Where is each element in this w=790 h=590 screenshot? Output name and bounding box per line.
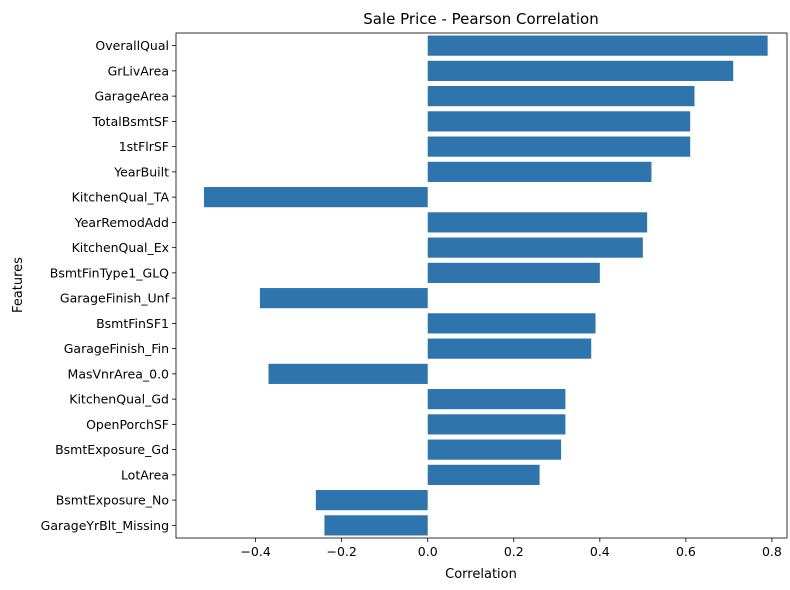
x-tick-label: 0.6 (676, 544, 696, 559)
bar-1stflrsf (427, 136, 691, 157)
bar-yearbuilt (427, 161, 652, 182)
bar-grlivarea (427, 60, 734, 81)
bar-openporchsf (427, 414, 566, 435)
bar-bsmtexposure-gd (427, 439, 562, 460)
y-tick-label: LotArea (121, 467, 169, 482)
y-axis: OverallQual GrLivArea GarageArea TotalBsmtS… (41, 38, 176, 533)
y-tick-label: GarageArea (94, 89, 169, 104)
y-tick-label: BsmtExposure_No (56, 493, 169, 508)
y-tick-label: OverallQual (95, 38, 169, 53)
y-tick-label: BsmtFinType1_GLQ (50, 265, 169, 280)
bar-garagearea (427, 86, 695, 107)
bar-garagefinish-unf (259, 288, 428, 309)
bar-totalbsmtsf (427, 111, 691, 132)
bar-kitchenqual-gd (427, 389, 566, 410)
y-tick-label: GarageYrBlt_Missing (41, 518, 169, 533)
y-tick-label: YearRemodAdd (74, 215, 169, 230)
plot-frame (175, 32, 788, 539)
x-tick-label: −0.2 (326, 544, 356, 559)
y-tick-label: KitchenQual_TA (72, 190, 170, 205)
bar-masvnrarea-0-0 (268, 363, 428, 384)
bar-garagefinish-fin (427, 338, 592, 359)
x-tick-label: 0.8 (762, 544, 782, 559)
x-tick-label: −0.4 (240, 544, 270, 559)
x-tick-label: 0.0 (418, 544, 438, 559)
y-tick-label: MasVnrArea_0.0 (68, 366, 170, 381)
bar-bsmtexposure-no (315, 490, 428, 511)
bar-bsmtfintype1-glq (427, 262, 600, 283)
y-tick-label: GarageFinish_Fin (64, 341, 169, 356)
bar-overallqual (427, 35, 768, 56)
bar-kitchenqual-ta (203, 187, 428, 208)
y-tick-label: KitchenQual_Gd (69, 392, 169, 407)
y-tick-label: TotalBsmtSF (92, 114, 169, 129)
y-tick-label: OpenPorchSF (86, 417, 169, 432)
bar-yearremodadd (427, 212, 648, 233)
y-tick-label: KitchenQual_Ex (72, 240, 169, 255)
y-tick-label: 1stFlrSF (119, 139, 169, 154)
y-tick-label: YearBuilt (113, 164, 169, 179)
y-tick-label: GarageFinish_Unf (60, 291, 170, 306)
x-axis: −0.4 −0.2 0.0 0.2 0.4 0.6 0.8 (240, 538, 782, 559)
x-tick-label: 0.4 (590, 544, 610, 559)
y-tick-label: GrLivArea (108, 63, 169, 78)
x-axis-label: Correlation (445, 567, 517, 582)
bar-kitchenqual-ex (427, 237, 643, 258)
bar-bsmtfinsf1 (427, 313, 596, 334)
y-axis-label: Features (11, 257, 26, 313)
x-tick-label: 0.2 (504, 544, 524, 559)
chart-title: Sale Price - Pearson Correlation (363, 10, 599, 28)
bar-lotarea (427, 464, 540, 485)
y-tick-label: BsmtExposure_Gd (55, 442, 169, 457)
bars-group (203, 35, 768, 536)
y-tick-label: BsmtFinSF1 (96, 316, 169, 331)
bar-garageyrblt-missing (324, 515, 428, 536)
